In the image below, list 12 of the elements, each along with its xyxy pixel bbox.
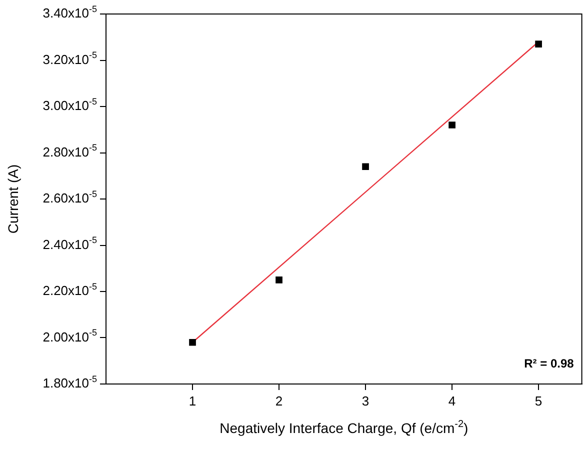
x-tick-label: 2 [275, 394, 283, 409]
point [362, 163, 369, 170]
y-axis-title: Current (A) [4, 164, 21, 234]
x-tick-label: 3 [362, 394, 370, 409]
point [276, 276, 282, 284]
x-tick-label: 4 [448, 394, 456, 409]
annotation: R² = 0.98 [524, 356, 574, 370]
point [448, 122, 456, 128]
x-tick-label: 1 [188, 394, 196, 409]
point [535, 40, 542, 48]
point [189, 338, 196, 346]
x-tick-label: 5 [534, 394, 542, 409]
